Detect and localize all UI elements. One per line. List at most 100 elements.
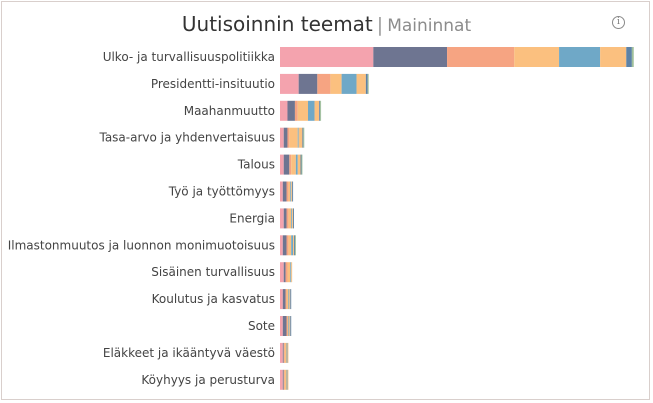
bar-segment[interactable] <box>297 154 301 175</box>
bar-row[interactable]: Ilmastonmuutos ja luonnon monimuotoisuus <box>8 235 296 256</box>
bar-segment[interactable] <box>293 235 294 256</box>
bar-row[interactable]: Ulko- ja turvallisuuspolitiikka <box>103 47 634 67</box>
bar-segment[interactable] <box>283 369 285 390</box>
bar-segment[interactable] <box>280 154 284 175</box>
bar-segment[interactable] <box>294 235 295 256</box>
bar-segment[interactable] <box>288 181 291 202</box>
bar-segment[interactable] <box>282 369 284 390</box>
bar-segment[interactable] <box>288 208 292 229</box>
bar-segment[interactable] <box>287 262 291 283</box>
bar-segment[interactable] <box>283 262 286 283</box>
bar-segment[interactable] <box>280 73 299 94</box>
bar-segment[interactable] <box>280 235 283 256</box>
bar-row[interactable]: Energia <box>229 208 294 229</box>
bar-segment[interactable] <box>283 127 288 148</box>
bar-segment[interactable] <box>600 47 627 67</box>
bar-segment[interactable] <box>297 100 308 121</box>
bar-row[interactable]: Talous <box>237 154 303 175</box>
bar-segment[interactable] <box>298 73 318 94</box>
bar-row[interactable]: Sisäinen turvallisuus <box>151 262 293 283</box>
bar-segment[interactable] <box>288 235 292 256</box>
bar-segment[interactable] <box>280 262 284 283</box>
bar-segment[interactable] <box>284 342 287 363</box>
bar-segment[interactable] <box>447 47 515 67</box>
bar-segment[interactable] <box>295 154 298 175</box>
bar-segment[interactable] <box>286 369 288 390</box>
bar-segment[interactable] <box>290 262 292 283</box>
bar-segment[interactable] <box>283 342 285 363</box>
bar-segment[interactable] <box>341 73 357 94</box>
bar-segment[interactable] <box>290 289 292 310</box>
bar-segment[interactable] <box>291 154 296 175</box>
bar-segment[interactable] <box>280 289 283 310</box>
bar-segment[interactable] <box>288 316 290 336</box>
bar-segment[interactable] <box>297 127 299 148</box>
bar-segment[interactable] <box>280 181 283 202</box>
bar-segment[interactable] <box>300 154 302 175</box>
bar-segment[interactable] <box>287 369 289 390</box>
bar-row[interactable]: Köyhyys ja perusturva <box>141 369 289 390</box>
bar-row[interactable]: Työ ja työttömyys <box>168 181 294 202</box>
bar-segment[interactable] <box>287 342 289 363</box>
bar-segment[interactable] <box>314 100 320 121</box>
bar-segment[interactable] <box>289 154 292 175</box>
bar-segment[interactable] <box>626 47 632 67</box>
bar-segment[interactable] <box>289 289 291 310</box>
bar-segment[interactable] <box>291 208 293 229</box>
bar-segment[interactable] <box>291 235 294 256</box>
bar-segment[interactable] <box>292 208 294 229</box>
bar-segment[interactable] <box>284 369 287 390</box>
bar-segment[interactable] <box>373 47 448 67</box>
bar-segment[interactable] <box>282 289 286 310</box>
bar-segment[interactable] <box>320 100 322 121</box>
bar-segment[interactable] <box>289 316 291 336</box>
bar-segment[interactable] <box>301 154 303 175</box>
bar-segment[interactable] <box>317 73 331 94</box>
bar-segment[interactable] <box>294 235 296 256</box>
bar-segment[interactable] <box>286 181 289 202</box>
bar-segment[interactable] <box>303 127 305 148</box>
bar-segment[interactable] <box>280 342 283 363</box>
bar-segment[interactable] <box>367 73 369 94</box>
bar-segment[interactable] <box>319 100 321 121</box>
bar-segment[interactable] <box>286 208 289 229</box>
bar-segment[interactable] <box>290 316 292 336</box>
bar-segment[interactable] <box>302 127 304 148</box>
bar-segment[interactable] <box>286 289 289 310</box>
bar-segment[interactable] <box>365 73 368 94</box>
bar-segment[interactable] <box>280 47 374 67</box>
bar-segment[interactable] <box>330 73 342 94</box>
bar-segment[interactable] <box>280 100 288 121</box>
bar-row[interactable]: Eläkkeet ja ikääntyvä väestö <box>103 342 289 363</box>
bar-segment[interactable] <box>294 100 298 121</box>
bar-segment[interactable] <box>308 100 315 121</box>
bar-segment[interactable] <box>514 47 560 67</box>
bar-segment[interactable] <box>282 181 287 202</box>
bar-segment[interactable] <box>285 289 287 310</box>
bar-row[interactable]: Sote <box>248 316 292 336</box>
bar-segment[interactable] <box>290 181 292 202</box>
bar-segment[interactable] <box>631 47 634 67</box>
bar-segment[interactable] <box>289 127 298 148</box>
bar-segment[interactable] <box>287 127 290 148</box>
bar-segment[interactable] <box>286 316 288 336</box>
bar-segment[interactable] <box>280 127 284 148</box>
bar-row[interactable]: Presidentti-insituutio <box>151 73 369 94</box>
bar-row[interactable]: Koulutus ja kasvatus <box>152 289 292 310</box>
bar-segment[interactable] <box>282 235 287 256</box>
info-icon[interactable]: i <box>612 16 625 29</box>
bar-segment[interactable] <box>288 289 290 310</box>
bar-segment[interactable] <box>282 342 284 363</box>
bar-segment[interactable] <box>282 316 287 336</box>
bar-segment[interactable] <box>280 316 283 336</box>
bar-segment[interactable] <box>283 208 287 229</box>
bar-segment[interactable] <box>291 181 293 202</box>
bar-segment[interactable] <box>298 127 303 148</box>
bar-segment[interactable] <box>291 262 293 283</box>
bar-segment[interactable] <box>286 342 288 363</box>
bar-row[interactable]: Tasa-arvo ja yhdenvertaisuus <box>98 127 305 148</box>
bar-row[interactable]: Maahanmuutto <box>184 100 322 121</box>
bar-segment[interactable] <box>292 181 294 202</box>
bar-segment[interactable] <box>280 369 283 390</box>
bar-segment[interactable] <box>286 235 289 256</box>
